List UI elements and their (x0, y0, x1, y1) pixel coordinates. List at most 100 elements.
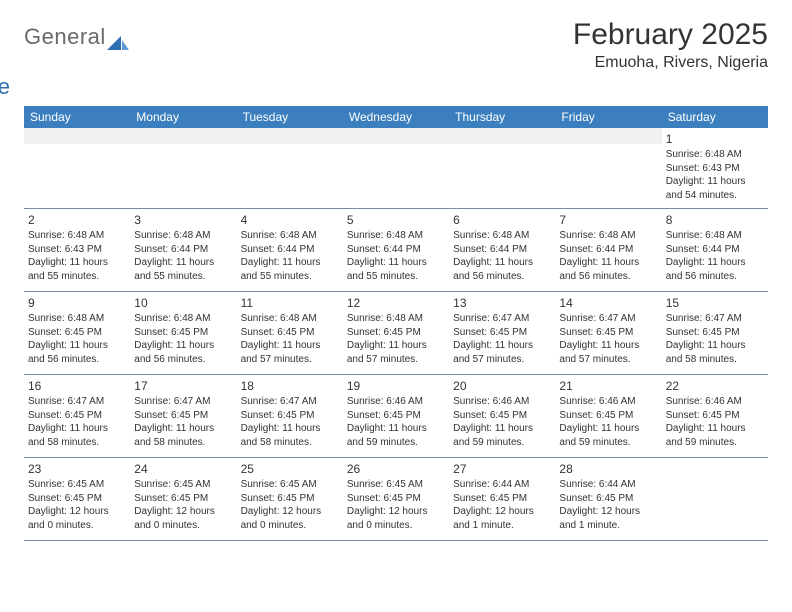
day-number: 11 (241, 296, 339, 310)
sunset-text: Sunset: 6:45 PM (666, 409, 764, 423)
day-info: Sunrise: 6:44 AMSunset: 6:45 PMDaylight:… (453, 478, 551, 532)
sunset-text: Sunset: 6:45 PM (134, 492, 232, 506)
day-info: Sunrise: 6:45 AMSunset: 6:45 PMDaylight:… (241, 478, 339, 532)
day-cell: 5 Sunrise: 6:48 AMSunset: 6:44 PMDaylight… (343, 209, 449, 291)
sunset-text: Sunset: 6:45 PM (347, 492, 445, 506)
sunset-text: Sunset: 6:45 PM (28, 326, 126, 340)
week-row: 9Sunrise: 6:48 AMSunset: 6:45 PMDaylight… (24, 292, 768, 375)
calendar-page: General Blue February 2025 Emuoha, River… (0, 0, 792, 559)
day-number: 9 (28, 296, 126, 310)
daylight-text: Daylight: 11 hours and 57 minutes. (559, 339, 657, 366)
sunset-text: Sunset: 6:45 PM (347, 326, 445, 340)
day-cell: 15Sunrise: 6:47 AMSunset: 6:45 PMDayligh… (662, 292, 768, 374)
day-cell: 8Sunrise: 6:48 AMSunset: 6:44 PMDaylight… (662, 209, 768, 291)
day-number: 3 (134, 213, 232, 227)
day-cell: 12Sunrise: 6:48 AMSunset: 6:45 PMDayligh… (343, 292, 449, 374)
day-cell (662, 458, 768, 540)
day-info: Sunrise: 6:46 AMSunset: 6:45 PMDaylight:… (347, 395, 445, 449)
day-number: 18 (241, 379, 339, 393)
day-info: Sunrise: 6:46 AMSunset: 6:45 PMDaylight:… (559, 395, 657, 449)
day-cell: 13Sunrise: 6:47 AMSunset: 6:45 PMDayligh… (449, 292, 555, 374)
day-header-wednesday: Wednesday (343, 106, 449, 128)
sunset-text: Sunset: 6:43 PM (666, 162, 764, 176)
day-number: 5 (347, 213, 445, 227)
sunset-text: Sunset: 6:45 PM (241, 492, 339, 506)
daylight-text: Daylight: 11 hours and 57 minutes. (347, 339, 445, 366)
sunset-text: Sunset: 6:45 PM (241, 409, 339, 423)
sunrise-text: Sunrise: 6:48 AM (347, 229, 445, 243)
daylight-text: Daylight: 11 hours and 56 minutes. (559, 256, 657, 283)
day-cell: 2 Sunrise: 6:48 AMSunset: 6:43 PMDaylight… (24, 209, 130, 291)
day-number: 2 (28, 213, 126, 227)
sunset-text: Sunset: 6:45 PM (453, 326, 551, 340)
day-number: 7 (559, 213, 657, 227)
daylight-text: Daylight: 12 hours and 1 minute. (453, 505, 551, 532)
title-block: February 2025 Emuoha, Rivers, Nigeria (573, 18, 768, 72)
day-info: Sunrise: 6:47 AMSunset: 6:45 PMDaylight:… (559, 312, 657, 366)
sunset-text: Sunset: 6:45 PM (28, 409, 126, 423)
sunset-text: Sunset: 6:44 PM (134, 243, 232, 257)
daylight-text: Daylight: 11 hours and 59 minutes. (666, 422, 764, 449)
sunset-text: Sunset: 6:44 PM (559, 243, 657, 257)
day-info: Sunrise: 6:48 AMSunset: 6:44 PMDaylight:… (453, 229, 551, 283)
day-info: Sunrise: 6:44 AMSunset: 6:45 PMDaylight:… (559, 478, 657, 532)
daylight-text: Daylight: 12 hours and 1 minute. (559, 505, 657, 532)
sunset-text: Sunset: 6:44 PM (347, 243, 445, 257)
daylight-text: Daylight: 11 hours and 55 minutes. (28, 256, 126, 283)
sunrise-text: Sunrise: 6:48 AM (347, 312, 445, 326)
day-cell: 21Sunrise: 6:46 AMSunset: 6:45 PMDayligh… (555, 375, 661, 457)
day-cell: 7 Sunrise: 6:48 AMSunset: 6:44 PMDaylight… (555, 209, 661, 291)
day-cell: 10 Sunrise: 6:48 AMSunset: 6:45 PMDayligh… (130, 292, 236, 374)
day-cell: 25Sunrise: 6:45 AMSunset: 6:45 PMDayligh… (237, 458, 343, 540)
day-number: 19 (347, 379, 445, 393)
day-info: Sunrise: 6:48 AMSunset: 6:44 PMDaylight:… (559, 229, 657, 283)
day-cell: 20Sunrise: 6:46 AMSunset: 6:45 PMDayligh… (449, 375, 555, 457)
day-cell: 22 Sunrise: 6:46 AMSunset: 6:45 PMDayligh… (662, 375, 768, 457)
sunset-text: Sunset: 6:45 PM (666, 326, 764, 340)
daylight-text: Daylight: 11 hours and 55 minutes. (347, 256, 445, 283)
logo-text-general: General (24, 24, 106, 50)
day-header-saturday: Saturday (662, 106, 768, 128)
sunrise-text: Sunrise: 6:46 AM (666, 395, 764, 409)
day-number: 24 (134, 462, 232, 476)
day-cell: 17Sunrise: 6:47 AMSunset: 6:45 PMDayligh… (130, 375, 236, 457)
day-number: 10 (134, 296, 232, 310)
sunset-text: Sunset: 6:45 PM (559, 326, 657, 340)
daylight-text: Daylight: 11 hours and 56 minutes. (134, 339, 232, 366)
day-number: 14 (559, 296, 657, 310)
sunrise-text: Sunrise: 6:46 AM (453, 395, 551, 409)
day-cell: 11Sunrise: 6:48 AMSunset: 6:45 PMDayligh… (237, 292, 343, 374)
day-number: 13 (453, 296, 551, 310)
sunset-text: Sunset: 6:45 PM (134, 409, 232, 423)
day-info: Sunrise: 6:48 AMSunset: 6:45 PMDaylight:… (347, 312, 445, 366)
week-row: 2Sunrise: 6:48 AMSunset: 6:43 PMDaylight… (24, 209, 768, 292)
week-row: 1Sunrise: 6:48 AMSunset: 6:43 PMDaylight… (24, 128, 768, 209)
day-number: 22 (666, 379, 764, 393)
week-row: 23Sunrise: 6:45 AMSunset: 6:45 PMDayligh… (24, 458, 768, 541)
sunrise-text: Sunrise: 6:47 AM (134, 395, 232, 409)
day-number: 26 (347, 462, 445, 476)
daylight-text: Daylight: 11 hours and 55 minutes. (241, 256, 339, 283)
sunrise-text: Sunrise: 6:48 AM (241, 312, 339, 326)
sunset-text: Sunset: 6:44 PM (453, 243, 551, 257)
sunrise-text: Sunrise: 6:45 AM (241, 478, 339, 492)
sunrise-text: Sunrise: 6:48 AM (28, 229, 126, 243)
daylight-text: Daylight: 11 hours and 55 minutes. (134, 256, 232, 283)
sunrise-text: Sunrise: 6:47 AM (241, 395, 339, 409)
sunrise-text: Sunrise: 6:47 AM (453, 312, 551, 326)
day-number: 28 (559, 462, 657, 476)
day-info: Sunrise: 6:48 AMSunset: 6:45 PMDaylight:… (134, 312, 232, 366)
day-number: 17 (134, 379, 232, 393)
day-cell (24, 128, 130, 208)
page-header: General Blue February 2025 Emuoha, River… (24, 18, 768, 100)
sunrise-text: Sunrise: 6:48 AM (241, 229, 339, 243)
sunset-text: Sunset: 6:43 PM (28, 243, 126, 257)
day-info: Sunrise: 6:48 AMSunset: 6:43 PMDaylight:… (666, 148, 764, 202)
sunset-text: Sunset: 6:45 PM (453, 492, 551, 506)
daylight-text: Daylight: 12 hours and 0 minutes. (347, 505, 445, 532)
sunset-text: Sunset: 6:44 PM (666, 243, 764, 257)
sunset-text: Sunset: 6:45 PM (559, 492, 657, 506)
day-cell: 28 Sunrise: 6:44 AMSunset: 6:45 PMDayligh… (555, 458, 661, 540)
empty-day-strip (343, 128, 449, 144)
day-header-thursday: Thursday (449, 106, 555, 128)
